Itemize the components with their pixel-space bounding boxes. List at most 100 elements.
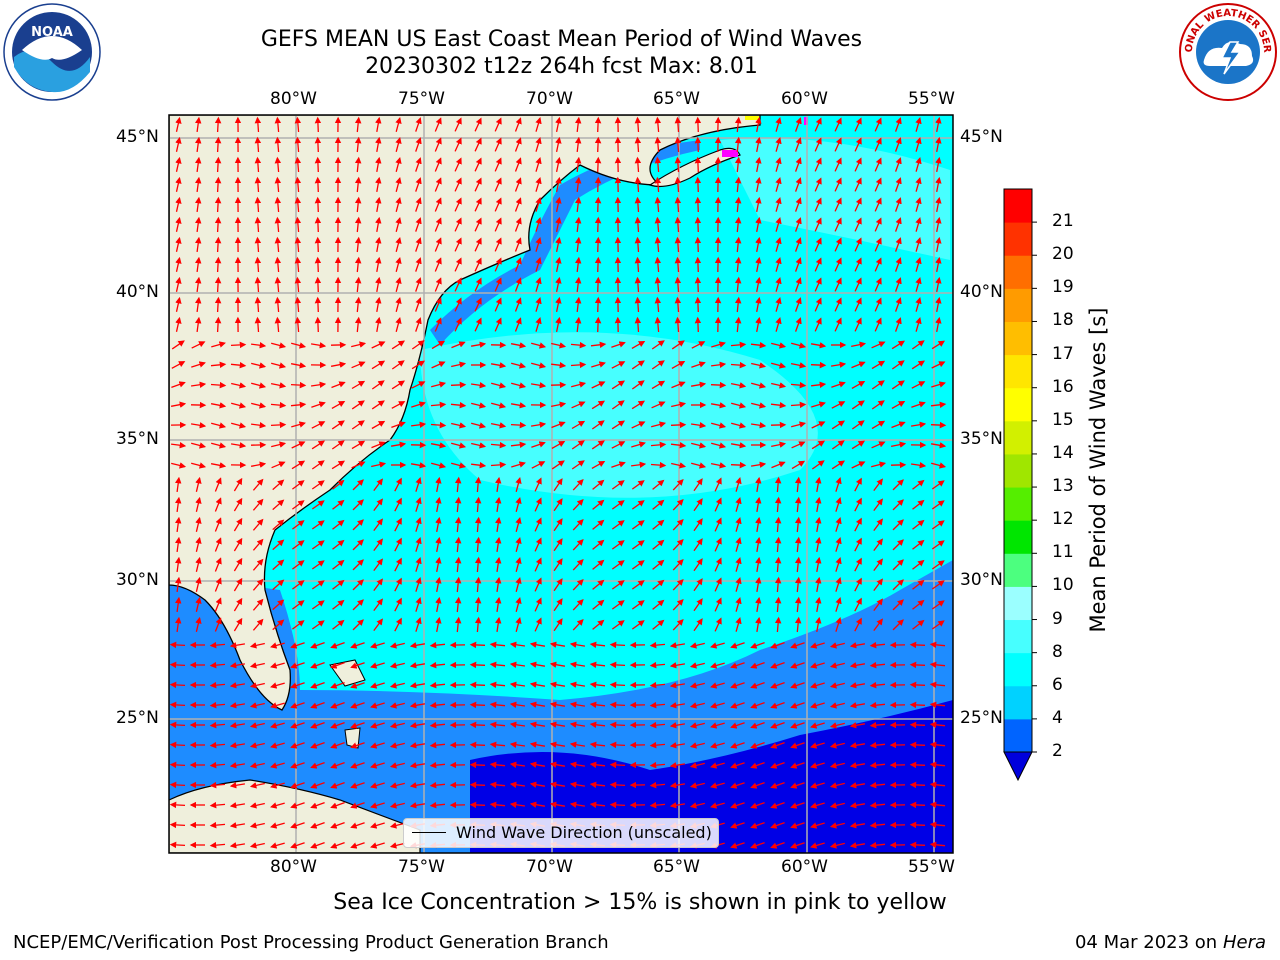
wind-wave-arrow [892,599,904,611]
wind-wave-arrow [651,360,665,370]
wind-wave-arrow [494,197,502,212]
wind-wave-arrow [471,442,487,449]
wind-wave-arrow [691,442,707,449]
wind-wave-arrow [454,556,462,573]
wind-wave-arrow [835,497,842,512]
colorbar-tick-label: 9 [1052,608,1063,629]
wind-wave-arrow [352,539,364,551]
wind-wave-arrow [834,297,842,312]
wind-wave-arrow [654,256,662,273]
wind-wave-arrow [474,317,482,332]
wind-wave-arrow [294,136,302,153]
wind-wave-arrow [555,156,562,173]
wind-wave-arrow [415,577,422,592]
legend-label: Wind Wave Direction (unscaled) [456,823,712,842]
wind-wave-arrow [815,476,822,493]
wind-wave-arrow [292,600,305,610]
wind-wave-arrow [551,460,565,470]
wind-wave-arrow [755,296,762,313]
wind-wave-arrow [774,516,782,533]
wind-wave-arrow [594,296,602,313]
wind-wave-arrow [894,237,902,252]
wind-wave-arrow [574,136,582,152]
wind-wave-arrow [755,316,762,333]
sea-ice-note: Sea Ice Concentration > 15% is shown in … [333,890,947,915]
wind-wave-arrow [375,276,382,293]
wind-wave-arrow [210,381,227,389]
wind-wave-arrow [514,257,522,272]
wind-wave-arrow [654,276,662,293]
wind-wave-arrow [609,681,626,689]
wind-wave-arrow [175,536,182,552]
wind-wave-arrow [791,441,806,449]
wind-wave-arrow [694,276,702,293]
wind-wave-arrow [609,661,626,669]
wind-wave-arrow [311,560,325,570]
wind-wave-arrow [494,157,502,172]
wind-wave-arrow [474,237,482,252]
wind-wave-arrow [672,558,684,571]
wind-wave-arrow [332,599,345,610]
wind-wave-arrow [535,297,542,312]
map-legend: Wind Wave Direction (unscaled) [403,818,719,848]
wind-wave-arrow [314,196,322,213]
lat-label-left: 40°N [116,282,159,302]
wind-wave-arrow [652,479,665,490]
wind-wave-arrow [435,516,442,533]
wind-wave-arrow [531,362,547,369]
wind-wave-arrow [252,578,264,591]
wind-wave-arrow [294,216,302,233]
wind-wave-arrow [873,498,883,511]
wind-wave-arrow [395,236,402,252]
wind-wave-arrow [834,237,842,252]
wind-wave-arrow [195,516,202,532]
wind-wave-arrow [931,540,945,550]
wind-wave-arrow [915,297,922,312]
wind-wave-arrow [514,277,522,292]
wind-wave-arrow [254,156,262,173]
wind-wave-arrow [451,462,467,469]
wind-wave-arrow [395,156,402,172]
wind-wave-arrow [794,476,802,493]
wind-wave-arrow [912,559,925,570]
wind-wave-arrow [210,462,227,469]
wind-wave-arrow [935,116,942,133]
wind-wave-arrow [214,156,222,173]
wind-wave-arrow [911,340,925,350]
wind-wave-arrow [634,136,642,153]
wind-wave-arrow [351,341,367,348]
wind-wave-arrow [651,401,666,409]
wind-wave-arrow [631,380,645,390]
wind-wave-arrow [909,821,926,829]
wind-wave-arrow [394,617,402,632]
wind-wave-arrow [731,422,747,429]
wind-wave-arrow [572,578,584,591]
wind-wave-arrow [351,420,365,430]
wind-wave-arrow [734,196,742,213]
wind-wave-arrow [272,499,285,511]
wind-wave-arrow [874,257,882,272]
wind-wave-arrow [871,380,885,390]
wind-wave-arrow [890,441,907,448]
wind-wave-arrow [352,599,364,611]
colorbar-tick-label: 17 [1052,343,1074,364]
wind-wave-arrow [251,402,267,409]
wind-wave-arrow [672,518,684,531]
wind-wave-arrow [574,216,582,232]
wind-wave-arrow [775,257,782,272]
lat-label-right: 30°N [960,570,1003,590]
wind-wave-arrow [231,422,247,429]
wind-wave-arrow [574,296,582,312]
colorbar-tick-label: 15 [1052,409,1074,430]
wind-wave-arrow [454,197,462,212]
wind-wave-arrow [191,442,207,449]
wind-wave-arrow [214,176,222,193]
wind-wave-arrow [794,576,802,593]
wind-wave-arrow [891,400,906,409]
wind-wave-arrow [693,598,703,612]
wind-wave-arrow [791,342,807,349]
wind-wave-arrow [214,497,222,512]
wind-wave-arrow [909,661,926,669]
wind-wave-arrow [195,576,202,592]
wind-wave-arrow [814,317,822,332]
